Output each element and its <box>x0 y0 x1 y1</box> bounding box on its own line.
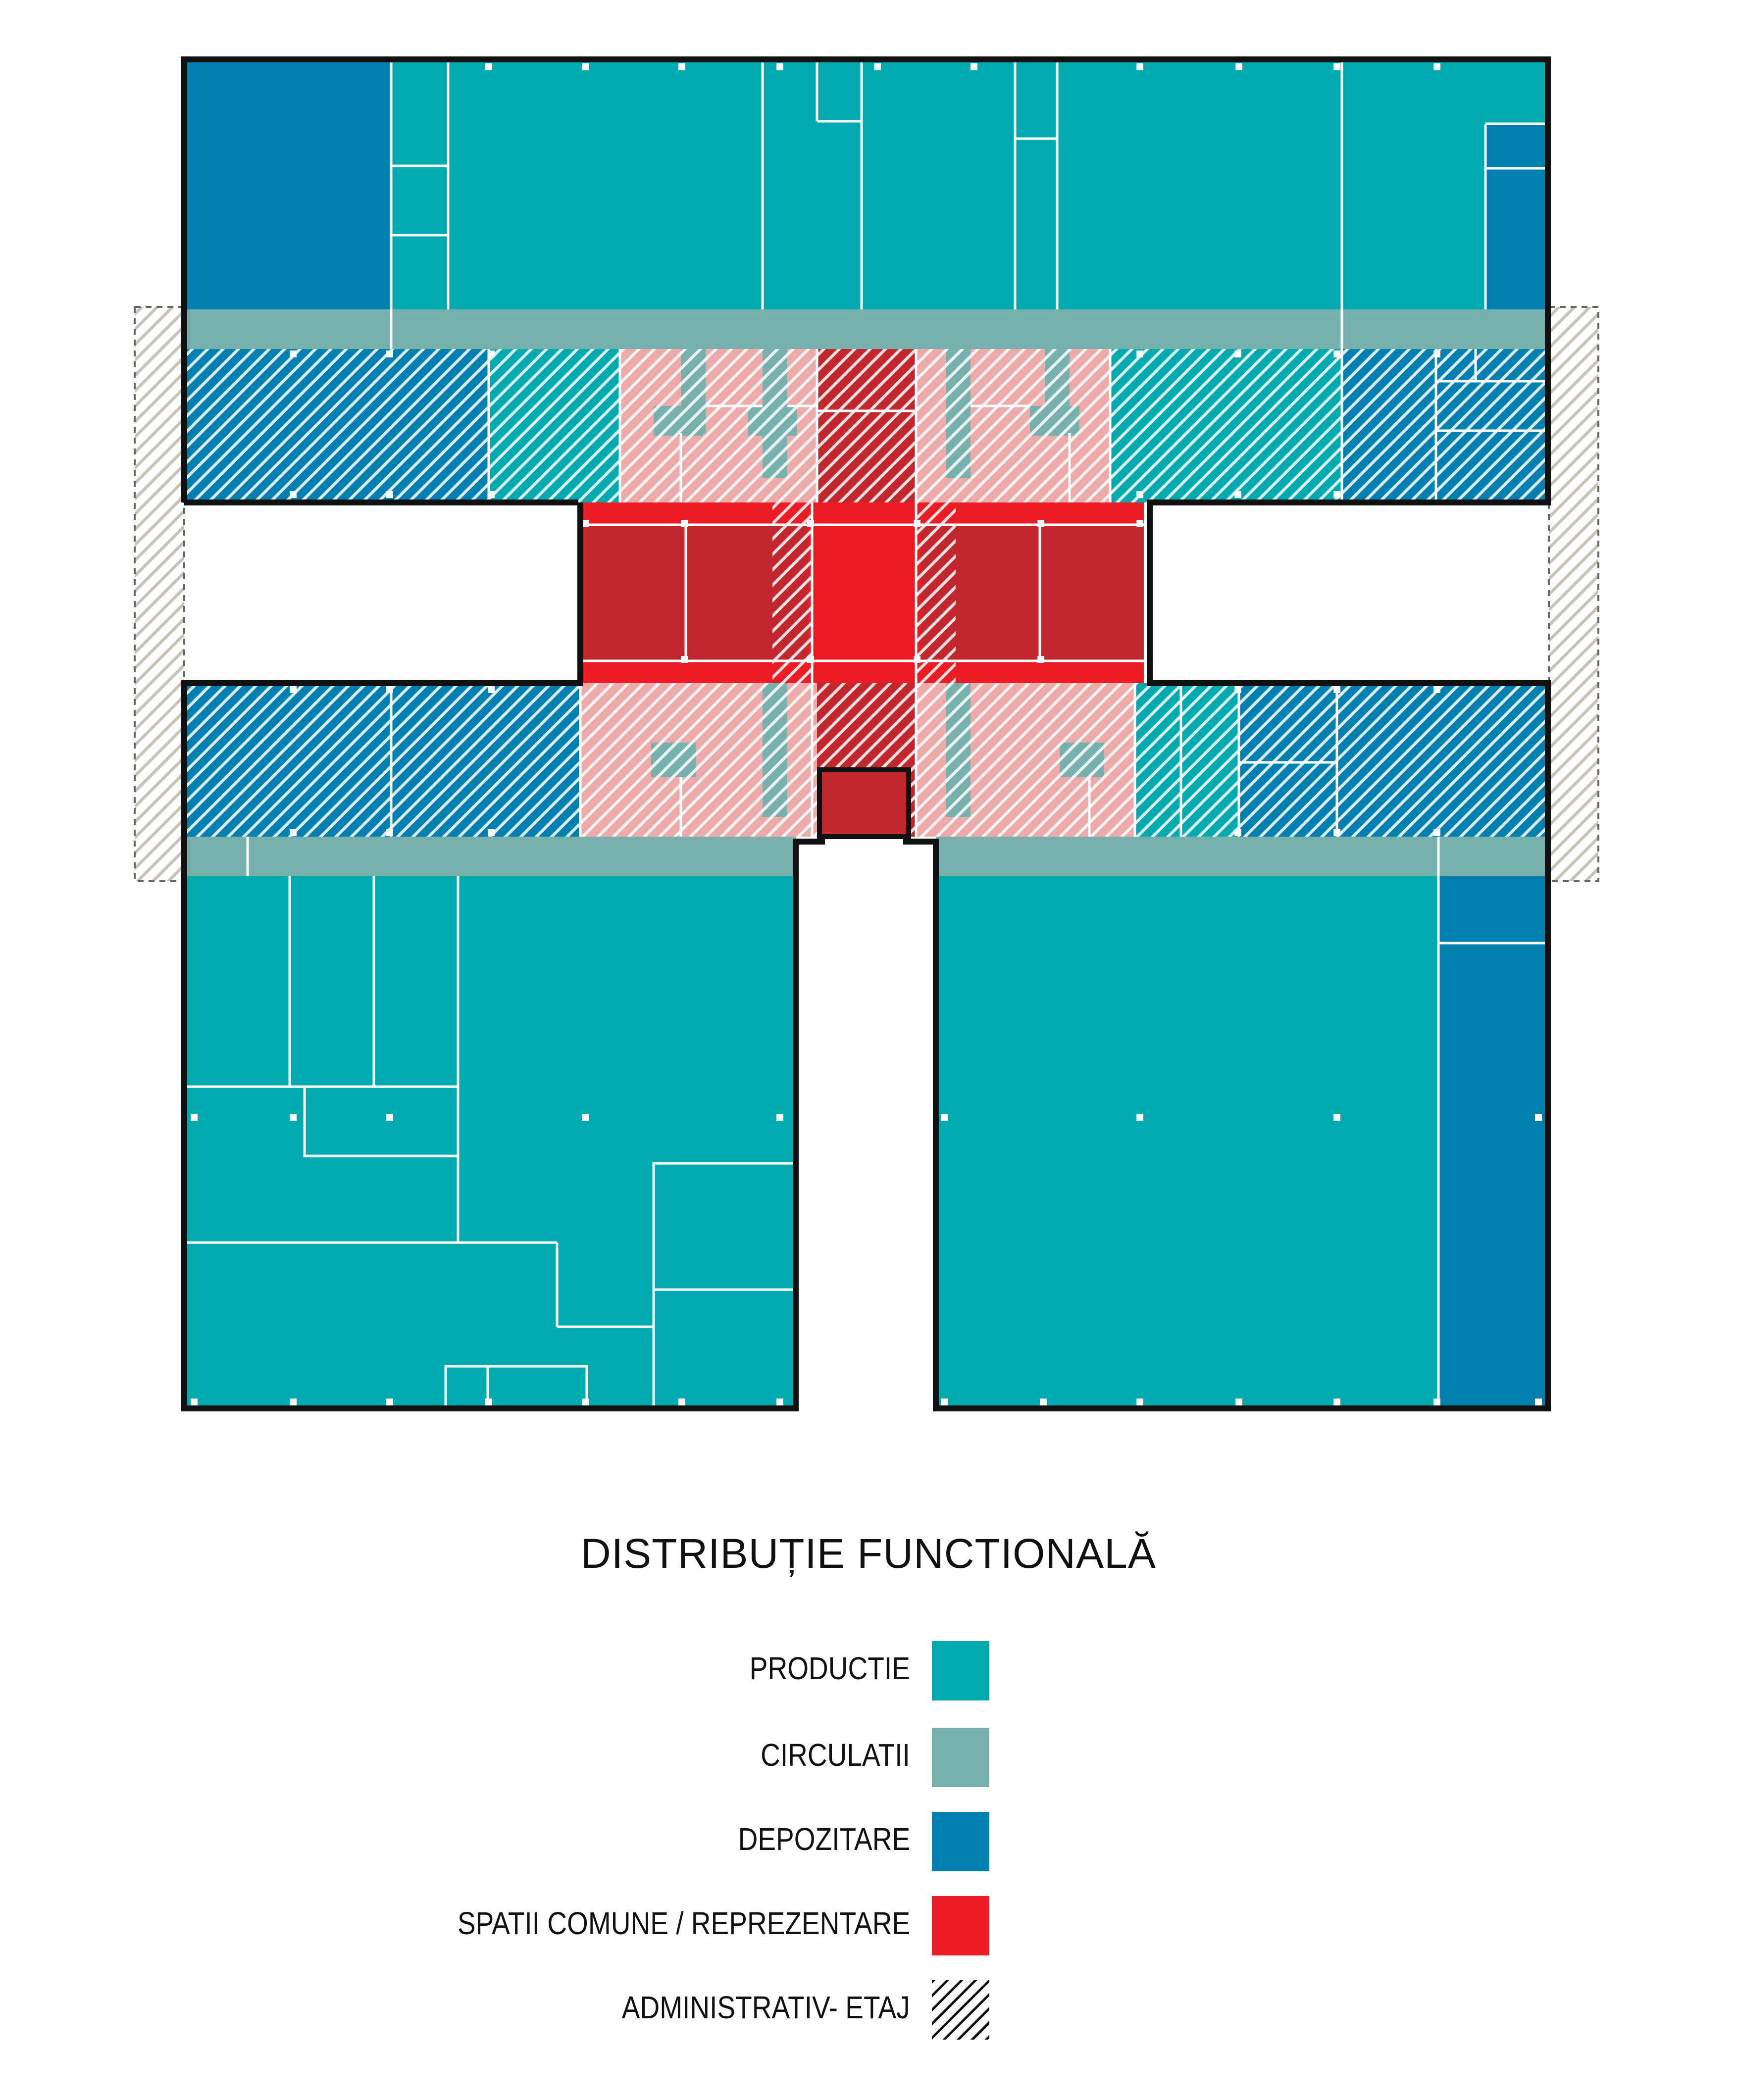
lower-admin-band <box>184 683 1548 839</box>
legend-item-depozitare: DEPOZITARE <box>0 1812 1737 1871</box>
structural-columns <box>191 63 1542 1405</box>
legend-item-spatii-comune: SPATII COMUNE / REPREZENTARE <box>0 1896 1737 1955</box>
bottom-right-block <box>936 876 1548 1408</box>
side-annex-left <box>134 306 185 882</box>
side-annex-right <box>1548 306 1599 882</box>
floor-plan <box>134 56 1599 1411</box>
central-hall <box>580 502 1144 683</box>
legend-swatch-spatii-comune <box>932 1896 989 1955</box>
legend-item-productie: PRODUCTIE <box>0 1641 1737 1700</box>
lower-corridor <box>184 837 1548 876</box>
upper-admin-band <box>184 349 1548 502</box>
legend-swatch-productie <box>932 1641 989 1700</box>
production-area <box>391 59 1548 309</box>
legend-label: ADMINISTRATIV- ETAJ <box>621 1990 910 2025</box>
top-block <box>184 59 1548 349</box>
legend-label: CIRCULATII <box>761 1737 910 1773</box>
legend-swatch-administrativ <box>932 1980 989 2040</box>
legend-label: DEPOZITARE <box>738 1821 910 1857</box>
corridor <box>184 309 1548 349</box>
storage-room <box>184 59 391 309</box>
legend-swatch-circulatii <box>932 1728 989 1787</box>
exterior-walls <box>181 56 1551 1411</box>
legend-swatch-depozitare <box>932 1812 989 1871</box>
legend-title: DISTRIBUȚIE FUNCTIONALĂ <box>581 1530 1156 1577</box>
legend-label: SPATII COMUNE / REPREZENTARE <box>457 1905 910 1941</box>
storage-room <box>1485 124 1548 309</box>
legend-item-circulatii: CIRCULATII <box>0 1728 1737 1787</box>
legend-label: PRODUCTIE <box>749 1650 910 1686</box>
legend-item-administrativ: ADMINISTRATIV- ETAJ <box>0 1980 1737 2040</box>
bottom-left-block <box>184 876 797 1410</box>
